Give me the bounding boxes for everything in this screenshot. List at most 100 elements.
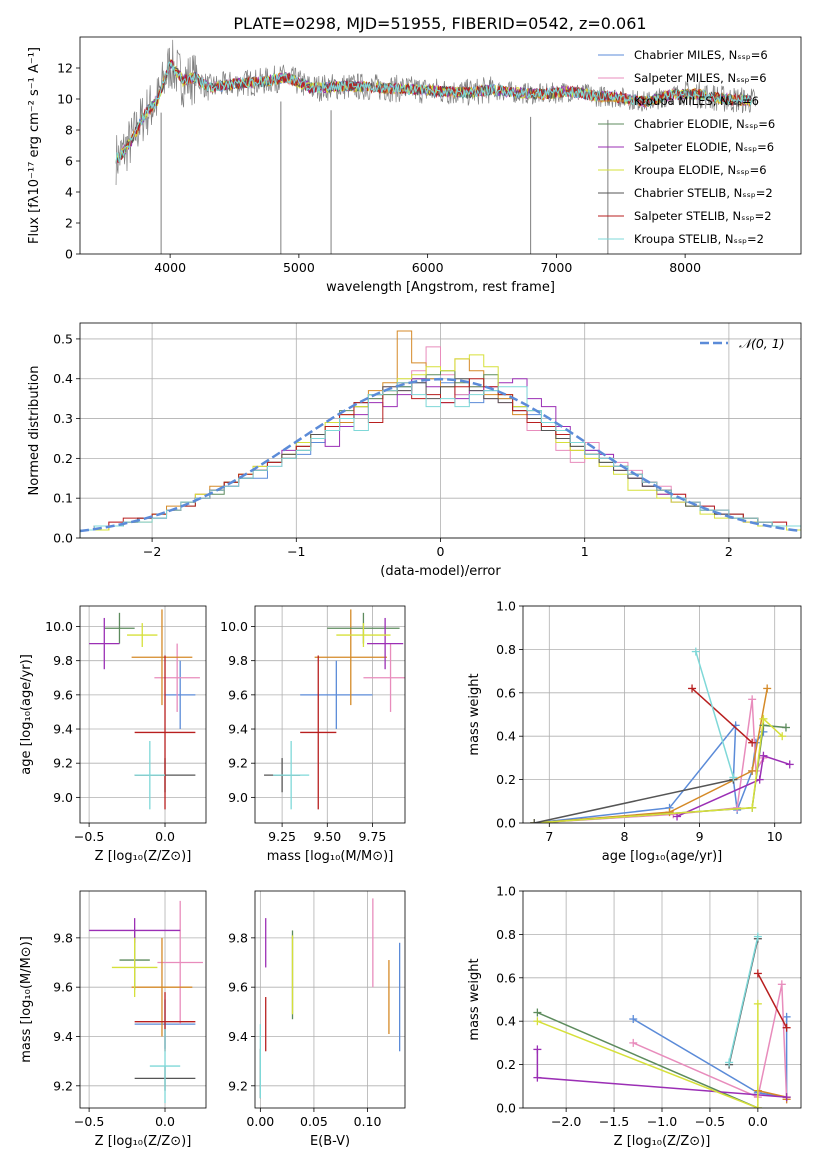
y-tick-label: 0.0 <box>496 1101 516 1116</box>
axes-frame <box>79 890 207 1109</box>
x-tick-label: 6000 <box>412 260 444 275</box>
panel-mass-vs-EBV: 0.00 0.05 0.10 9.2 9.4 9.6 9.8 E(B-V) <box>228 890 406 1149</box>
y-tick-label: 9.6 <box>228 980 248 995</box>
weight-line <box>757 973 788 1029</box>
panels: 4000 5000 6000 7000 8000024681012wavelength … <box>19 36 802 1149</box>
plot-area <box>530 647 794 823</box>
x-tick-label: 9.50 <box>313 829 341 844</box>
y-tick-label: 6 <box>65 154 73 169</box>
y-axis-label: mass weight <box>467 958 482 1040</box>
weight-line <box>537 1003 759 1108</box>
x-axis-label: mass [log₁₀(M/M⊙)] <box>267 849 394 864</box>
panel-mass-vs-Z: −0.5 0.0 9.2 9.4 9.6 9.8 Z [log₁₀(Z/Z⊙)] mass [… <box>19 890 207 1149</box>
legend-label: Kroupa ELODIE, Nₛₛₚ=6 <box>634 163 767 177</box>
y-tick-label: 9.8 <box>228 653 248 668</box>
y-tick-label: 0.6 <box>496 970 516 985</box>
x-tick-label: −2.0 <box>551 1114 581 1129</box>
errorbar-chabrier_elodie <box>104 612 135 644</box>
y-tick-label: 0.4 <box>496 729 516 744</box>
x-tick-label: 10 <box>767 829 783 844</box>
errorbar-salpeter_elodie <box>367 617 404 670</box>
y-tick-label: 9.6 <box>228 687 248 702</box>
panel-mass-weight-vs-age: 7 8 9 10 0.0 0.2 0.4 0.6 0.8 1.0 age [log₁₀(age/yr… <box>467 599 802 864</box>
errorbar-kroupa_elodie <box>127 623 158 648</box>
errorbar-kroupa_miles <box>131 609 193 706</box>
axes-frame <box>79 36 802 255</box>
panel-mass-weight-vs-Z: −2.0 −1.5 −1.0 −0.5 0.0 0.0 0.2 0.4 0.6 0.8 1.0 Z [… <box>467 884 802 1149</box>
errorbar-salpeter_miles <box>157 900 203 1025</box>
x-tick-label: 7 <box>545 829 553 844</box>
y-tick-label: 9.6 <box>53 980 73 995</box>
panel-age-vs-mass: 9.25 9.50 9.75 9.0 9.2 9.4 9.6 9.8 10.0 mass [log… <box>220 605 406 864</box>
grid-lines <box>255 606 405 823</box>
legend-label: Chabrier ELODIE, Nₛₛₚ=6 <box>634 117 775 131</box>
plot-area <box>80 330 801 538</box>
legend-label: Kroupa MILES, Nₛₛₚ=6 <box>634 94 759 108</box>
panel-residuals: −2 −1 0 1 2 0.0 0.1 0.2 0.3 0.4 0.5 (data-model)/er… <box>27 322 802 579</box>
weight-series-salpeter_stelib <box>688 684 757 747</box>
y-tick-label: 0.8 <box>496 642 516 657</box>
y-tick-label: 10.0 <box>45 619 73 634</box>
x-tick-label: 0.0 <box>155 1114 175 1129</box>
x-tick-label: 0.00 <box>246 1114 274 1129</box>
errorbar-kroupa_elodie <box>111 937 158 998</box>
plot-area <box>89 900 203 1104</box>
y-tick-label: 1.0 <box>496 599 516 614</box>
panel-age-vs-Z: −0.5 0.0 9.0 9.2 9.4 9.6 9.8 10.0 Z [log₁₀(Z/Z⊙)… <box>19 605 207 864</box>
legend-label: Kroupa STELIB, Nₛₛₚ=2 <box>634 232 764 246</box>
y-tick-label: 0.2 <box>496 772 516 787</box>
axes-frame <box>79 605 207 824</box>
y-tick-label: 8 <box>65 123 73 138</box>
histogram-kroupa_elodie <box>80 354 801 538</box>
model-spectrum-kroupa_stelib <box>115 61 753 164</box>
y-tick-label: 9.2 <box>228 1078 248 1093</box>
weight-series-salpeter_elodie <box>533 1045 791 1102</box>
weight-series-salpeter_stelib <box>753 969 791 1032</box>
spectrum-legend: Chabrier MILES, Nₛₛₚ=6 Salpeter MILES, Nₛ… <box>598 48 775 246</box>
x-tick-label: −0.5 <box>695 1114 725 1129</box>
x-tick-label: 4000 <box>154 260 186 275</box>
grid-lines <box>255 891 405 1108</box>
y-axis-label: mass [log₁₀(M/M⊙)] <box>19 936 34 1063</box>
x-axis-label: Z [log₁₀(Z/Z⊙)] <box>614 1134 711 1149</box>
x-tick-label: −0.5 <box>74 829 104 844</box>
weight-line <box>534 778 734 823</box>
y-tick-label: 0.2 <box>496 1057 516 1072</box>
weight-series-salpeter_elodie <box>673 751 794 821</box>
y-axis-label: age [log₁₀(age/yr)] <box>19 654 34 775</box>
x-tick-label: 2 <box>725 544 733 559</box>
legend-label: Chabrier MILES, Nₛₛₚ=6 <box>634 48 768 62</box>
x-tick-label: 1 <box>581 544 589 559</box>
errorbar-kroupa_miles <box>131 937 193 1037</box>
y-tick-label: 2 <box>65 216 73 231</box>
x-tick-label: 9 <box>696 829 704 844</box>
x-tick-label: 8 <box>620 829 628 844</box>
axes-frame <box>79 322 802 539</box>
x-axis-label: Z [log₁₀(Z/Z⊙)] <box>95 849 192 864</box>
y-tick-label: 4 <box>65 185 73 200</box>
errorbar-kroupa_stelib <box>134 740 166 810</box>
errorbar-salpeter_stelib <box>134 655 196 810</box>
x-tick-label: 0.0 <box>155 829 175 844</box>
x-tick-label: 5000 <box>283 260 315 275</box>
y-tick-label: 9.8 <box>53 653 73 668</box>
y-tick-label: 0.6 <box>496 685 516 700</box>
weight-series-kroupa_elodie <box>530 714 787 823</box>
x-axis-label: Z [log₁₀(Z/Z⊙)] <box>95 1134 192 1149</box>
axes-frame <box>522 605 802 824</box>
weight-series-kroupa_stelib <box>725 932 762 1067</box>
x-tick-label: 7000 <box>540 260 572 275</box>
y-tick-label: 0.5 <box>53 331 73 346</box>
y-tick-label: 9.8 <box>53 930 73 945</box>
legend-label: Salpeter ELODIE, Nₛₛₚ=6 <box>634 140 774 154</box>
plot-area <box>533 932 791 1108</box>
x-tick-label: 0.0 <box>748 1114 768 1129</box>
x-tick-label: −1 <box>287 544 305 559</box>
x-tick-label: 0 <box>437 544 445 559</box>
weight-line <box>632 1016 788 1099</box>
plot-area <box>264 609 405 810</box>
y-tick-label: 9.0 <box>228 790 248 805</box>
y-axis-label: mass weight <box>467 673 482 755</box>
